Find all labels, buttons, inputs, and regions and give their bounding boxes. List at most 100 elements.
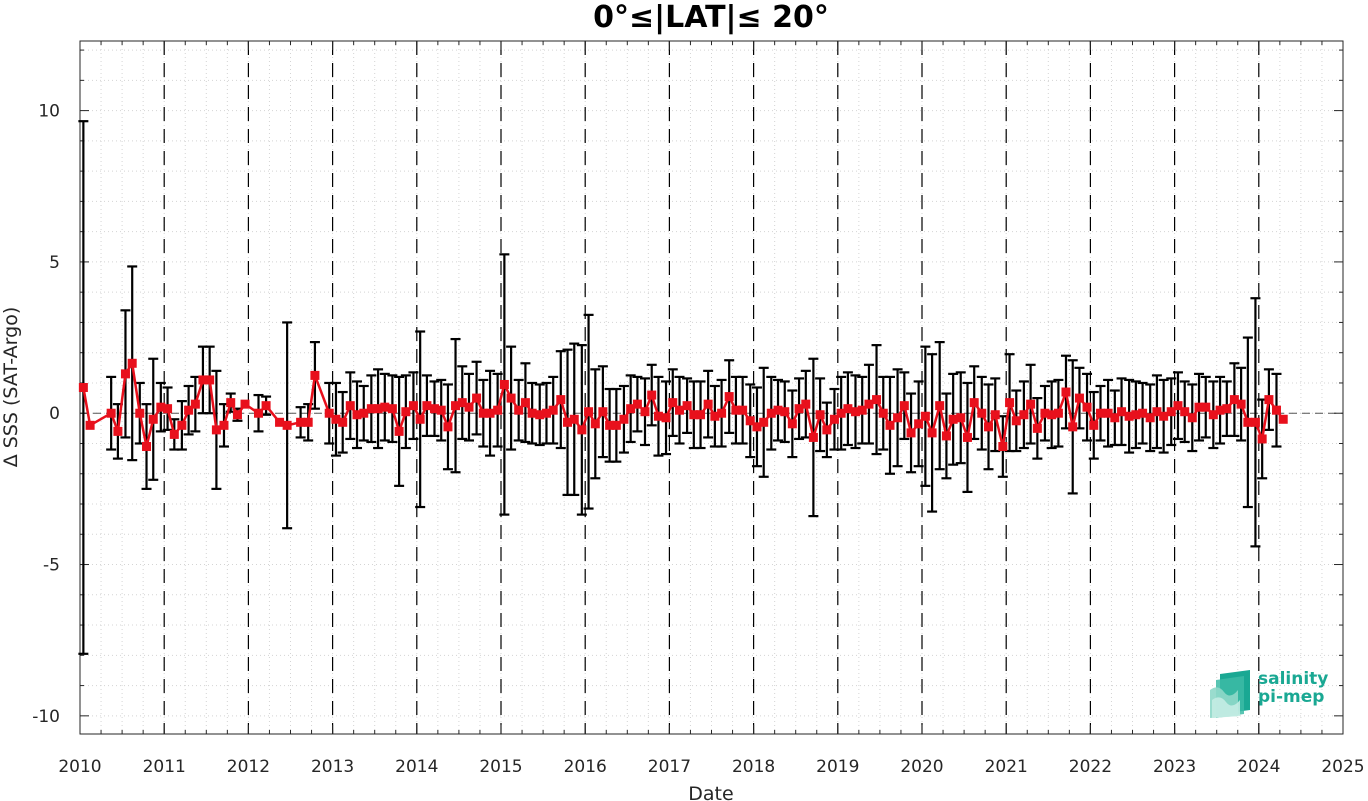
data-point: [815, 410, 825, 420]
data-point: [724, 392, 734, 402]
data-point: [1103, 408, 1113, 418]
data-point: [696, 410, 706, 420]
data-point: [1208, 410, 1218, 420]
x-tick-label: 2010: [58, 757, 101, 777]
data-point: [205, 375, 215, 385]
data-point: [556, 395, 566, 405]
data-point: [717, 408, 727, 418]
data-point: [142, 442, 152, 452]
data-point: [177, 420, 187, 430]
data-point: [640, 407, 650, 417]
data-point: [598, 407, 608, 417]
data-point: [1180, 407, 1190, 417]
data-point: [920, 411, 930, 421]
error-bars: [78, 120, 1282, 655]
x-tick-label: 2019: [816, 757, 859, 777]
data-point: [127, 358, 137, 368]
y-tick-label: 10: [38, 102, 60, 122]
data-point: [843, 404, 853, 414]
data-point: [801, 399, 811, 409]
plot-frame: [79, 40, 1344, 735]
data-point: [78, 383, 88, 392]
data-point: [1138, 408, 1148, 418]
logo-line2: pi-mep: [1258, 687, 1325, 707]
data-point: [1019, 410, 1029, 420]
data-point: [1096, 408, 1106, 418]
y-tick-label: -10: [32, 707, 60, 727]
data-point: [857, 405, 867, 415]
data-point: [948, 414, 958, 424]
data-point: [1236, 399, 1246, 409]
y-tick-label: 0: [49, 404, 60, 424]
data-point: [1074, 393, 1084, 403]
data-point: [1026, 399, 1036, 409]
logo-line1: salinity: [1258, 669, 1329, 689]
data-point: [303, 417, 313, 427]
data-point: [668, 398, 678, 408]
data-point: [1173, 401, 1183, 411]
data-point: [135, 408, 145, 418]
data-point: [584, 407, 594, 417]
data-point: [472, 393, 482, 403]
data-point: [345, 401, 355, 411]
data-point: [380, 402, 390, 412]
data-point: [906, 428, 916, 438]
data-point: [577, 425, 587, 435]
data-point: [275, 417, 285, 427]
data-point: [464, 402, 474, 412]
data-point: [675, 405, 685, 415]
data-point: [1145, 413, 1155, 423]
data-point: [794, 404, 804, 414]
data-point: [85, 420, 95, 430]
data-point: [759, 417, 769, 427]
data-point: [969, 398, 979, 408]
data-point: [1257, 434, 1267, 444]
data-point: [1243, 417, 1253, 427]
data-point: [163, 404, 173, 414]
x-tick-labels: 2010 2011 2012 2013 2014 2015 2016 2017 2018 2019…: [58, 757, 1364, 777]
data-point: [169, 429, 179, 439]
salinity-pi-mep-logo: salinity pi-mep: [1208, 668, 1338, 718]
x-tick-label: 2022: [1069, 757, 1112, 777]
data-point: [240, 399, 250, 409]
data-point: [296, 417, 306, 427]
data-point: [1278, 414, 1288, 424]
data-point: [514, 405, 524, 415]
data-point: [261, 401, 271, 411]
data-point: [745, 416, 755, 426]
data-point: [885, 420, 895, 430]
data-point: [899, 401, 909, 411]
x-tick-label: 2012: [227, 757, 270, 777]
logo-waves-icon: [1210, 670, 1250, 718]
data-point: [232, 410, 242, 420]
data-point: [1187, 413, 1197, 423]
data-point: [1061, 387, 1071, 397]
data-point: [120, 369, 130, 379]
data-point: [990, 410, 1000, 420]
data-point: [632, 399, 642, 409]
data-point: [619, 414, 629, 424]
y-tick-labels: -10 -5 0 5 10: [32, 102, 60, 727]
data-point: [956, 413, 966, 423]
data-point: [1166, 407, 1176, 417]
data-point: [829, 414, 839, 424]
data-point: [527, 408, 537, 418]
data-point: [1271, 405, 1281, 415]
data-point: [211, 425, 221, 435]
data-point: [935, 401, 945, 411]
data-point: [387, 404, 397, 414]
data-point: [359, 408, 369, 418]
x-tick-label: 2011: [143, 757, 186, 777]
data-point: [485, 408, 495, 418]
data-point: [787, 419, 797, 429]
data-point: [977, 408, 987, 418]
data-point: [914, 419, 924, 429]
data-point: [254, 408, 264, 418]
data-point: [661, 413, 671, 423]
data-point: [872, 395, 882, 405]
data-point: [422, 401, 432, 411]
data-point: [394, 426, 404, 436]
data-point: [1011, 416, 1021, 426]
data-point: [647, 390, 657, 400]
